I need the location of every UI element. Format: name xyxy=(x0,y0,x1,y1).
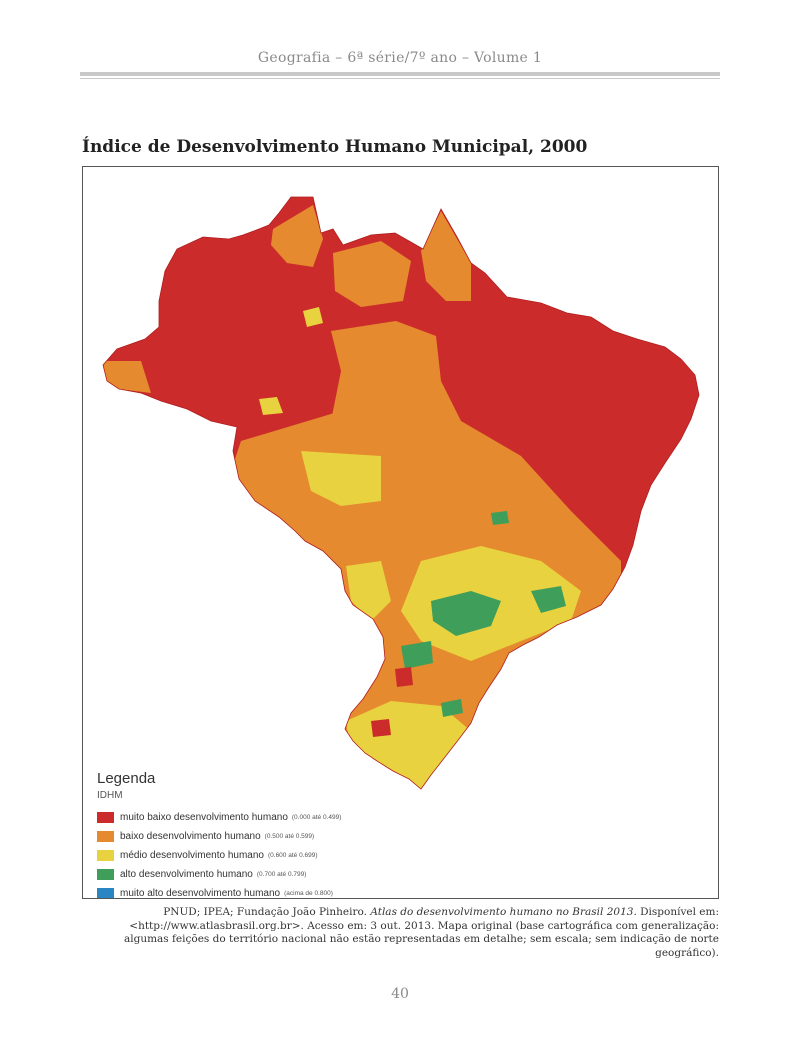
region-alto-parana xyxy=(401,641,433,669)
region-muitobaixo-south-spot xyxy=(371,719,391,737)
map-legend: Legenda IDHM muito baixo desenvolvimento… xyxy=(97,770,341,899)
source-work-title: Atlas do desenvolvimento humano no Brasi… xyxy=(370,906,634,918)
region-muitobaixo-parana-spot xyxy=(395,667,413,687)
region-alto-rj xyxy=(531,586,566,613)
region-baixo-amapa xyxy=(421,211,471,301)
legend-item-medio: médio desenvolvimento humano (0.600 até … xyxy=(97,846,341,865)
brazil-idhm-map xyxy=(102,196,700,790)
legend-swatch xyxy=(97,812,114,823)
legend-label: muito alto desenvolvimento humano xyxy=(120,888,281,899)
legend-range: (0.600 até 0.699) xyxy=(267,852,318,859)
page-number: 40 xyxy=(391,986,409,1002)
region-baixo-central-north xyxy=(301,321,541,551)
legend-label: baixo desenvolvimento humano xyxy=(120,831,261,842)
region-alto-df xyxy=(491,511,509,525)
region-medio-roraima xyxy=(303,307,323,327)
legend-label: alto desenvolvimento humano xyxy=(120,869,253,880)
source-prefix: PNUD; IPEA; Fundação João Pinheiro. xyxy=(163,906,371,918)
region-alto-southeast xyxy=(431,591,501,636)
legend-range: (0.700 até 0.799) xyxy=(256,871,307,878)
legend-swatch xyxy=(97,850,114,861)
map-frame: Legenda IDHM muito baixo desenvolvimento… xyxy=(82,166,719,899)
legend-item-alto: alto desenvolvimento humano (0.700 até 0… xyxy=(97,865,341,884)
legend-title: Legenda xyxy=(97,770,156,787)
region-medio-matogrosso-sul xyxy=(346,561,391,621)
region-medio-centerwest xyxy=(301,451,381,506)
header-rule xyxy=(80,72,720,76)
header-title: Geografia – 6ª série/7º ano – Volume 1 xyxy=(257,50,543,66)
legend-subtitle: IDHM xyxy=(97,790,123,801)
brazil-outline xyxy=(102,196,700,790)
region-alto-sc xyxy=(441,699,463,717)
region-baixo-roraima xyxy=(271,205,323,267)
legend-range: (0.000 até 0.499) xyxy=(291,814,342,821)
legend-item-muito-alto: muito alto desenvolvimento humano (acima… xyxy=(97,884,341,899)
legend-item-baixo: baixo desenvolvimento humano (0.500 até … xyxy=(97,827,341,846)
legend-label: muito baixo desenvolvimento humano xyxy=(120,812,288,823)
source-suffix: . Disponível em: <http://www.atlasbrasil… xyxy=(123,906,719,959)
legend-swatch xyxy=(97,869,114,880)
legend-swatch xyxy=(97,888,114,898)
header-rule-thin xyxy=(80,78,720,79)
legend-label: médio desenvolvimento humano xyxy=(120,850,264,861)
source-caption: PNUD; IPEA; Fundação João Pinheiro. Atla… xyxy=(82,906,719,960)
legend-item-muito-baixo: muito baixo desenvolvimento humano (0.00… xyxy=(97,808,341,827)
map-title: Índice de Desenvolvimento Humano Municip… xyxy=(82,137,588,157)
legend-swatch xyxy=(97,831,114,842)
legend-range: (0.500 até 0.599) xyxy=(264,833,315,840)
legend-range: (acima de 0.800) xyxy=(284,890,333,897)
region-medio-rondonia xyxy=(259,397,283,415)
region-baixo-para xyxy=(333,241,411,307)
